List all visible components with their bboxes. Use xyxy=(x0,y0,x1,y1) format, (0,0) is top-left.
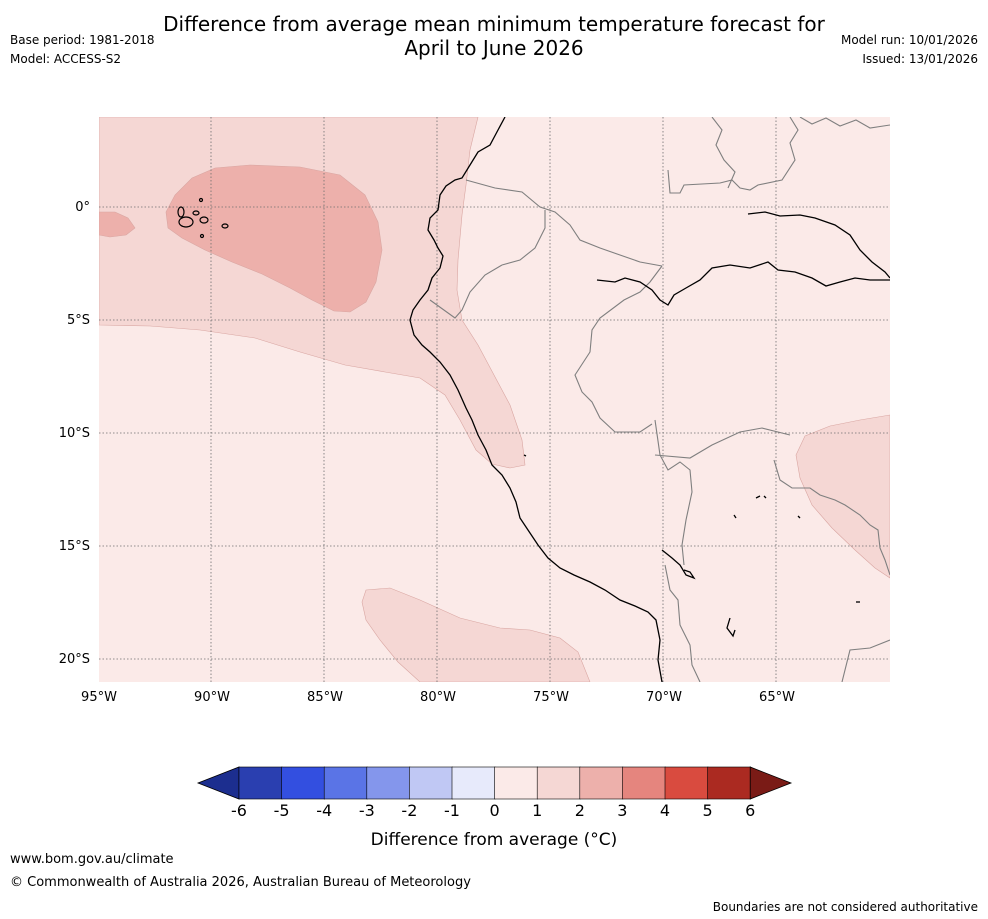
colorbar-tick-label: 6 xyxy=(745,801,755,820)
colorbar-segment xyxy=(409,766,453,800)
issued-date: Issued: 13/01/2026 xyxy=(862,52,978,66)
footer-disclaimer: Boundaries are not considered authoritat… xyxy=(712,900,978,914)
model-run: Model run: 10/01/2026 xyxy=(840,33,978,47)
colorbar-segment xyxy=(238,766,283,800)
lat-label-0: 0° xyxy=(75,200,90,215)
country-borders xyxy=(429,117,890,682)
base-period: Base period: 1981-2018 xyxy=(10,33,155,47)
lat-labels: 0° 5°S 10°S 15°S 20°S xyxy=(59,200,90,667)
colorbar-segment xyxy=(494,766,539,800)
colorbar-tick-label: 4 xyxy=(660,801,670,820)
colorbar-tick-label: 5 xyxy=(703,801,713,820)
anomaly-region-1-2-south xyxy=(361,587,591,682)
colorbar-segment xyxy=(323,766,368,800)
lat-label-20s: 20°S xyxy=(59,652,90,667)
map-title-line2: April to June 2026 xyxy=(404,36,584,60)
lon-label-90w: 90°W xyxy=(194,690,230,705)
colorbar-tick-label: 0 xyxy=(490,801,500,820)
colorbar-segment xyxy=(281,766,326,800)
colorbar-segment xyxy=(707,766,751,800)
lon-label-80w: 80°W xyxy=(420,690,456,705)
colorbar-tick-label: 1 xyxy=(532,801,542,820)
lon-label-95w: 95°W xyxy=(81,690,117,705)
lon-label-75w: 75°W xyxy=(533,690,569,705)
colorbar-tick-label: -1 xyxy=(444,801,460,820)
colorbar-segment xyxy=(622,766,666,800)
colorbar-extend-high xyxy=(749,766,793,800)
map-area xyxy=(99,117,890,682)
colorbar xyxy=(196,766,793,800)
colorbar-segment xyxy=(536,766,581,800)
colorbar-segment xyxy=(451,766,496,800)
map-title-line1: Difference from average mean minimum tem… xyxy=(163,12,825,36)
colorbar-tick-labels: -6 -5 -4 -3 -2 -1 0 1 2 3 4 5 6 xyxy=(231,801,755,820)
footer-copyright: © Commonwealth of Australia 2026, Austra… xyxy=(10,875,471,890)
colorbar-tick-label: -3 xyxy=(359,801,375,820)
lon-label-65w: 65°W xyxy=(759,690,795,705)
colorbar-segment xyxy=(664,766,709,800)
lat-label-10s: 10°S xyxy=(59,426,90,441)
colorbar-segment xyxy=(366,766,411,800)
map-title: Difference from average mean minimum tem… xyxy=(0,12,988,60)
colorbar-tick-label: 2 xyxy=(575,801,585,820)
coastline xyxy=(409,117,890,682)
lon-label-70w: 70°W xyxy=(646,690,682,705)
footer-url[interactable]: www.bom.gov.au/climate xyxy=(10,852,174,867)
model-name: Model: ACCESS-S2 xyxy=(10,52,122,66)
colorbar-tick-label: 3 xyxy=(617,801,627,820)
anomaly-region-2-3-west xyxy=(99,211,136,238)
graticule xyxy=(99,117,890,682)
lon-labels: 95°W 90°W 85°W 80°W 75°W 70°W 65°W xyxy=(81,690,795,705)
colorbar-tick-label: -4 xyxy=(316,801,332,820)
colorbar-tick-label: -6 xyxy=(231,801,247,820)
colorbar-segment xyxy=(579,766,624,800)
anomaly-region-1-2-east xyxy=(795,414,890,579)
lon-label-85w: 85°W xyxy=(307,690,343,705)
colorbar-title: Difference from average (°C) xyxy=(371,830,618,850)
lat-label-15s: 15°S xyxy=(59,539,90,554)
colorbar-tick-label: -5 xyxy=(274,801,290,820)
anomaly-region-2-3 xyxy=(165,164,383,313)
colorbar-extend-low xyxy=(196,766,240,800)
colorbar-tick-label: -2 xyxy=(401,801,417,820)
lat-label-5s: 5°S xyxy=(67,313,90,328)
galapagos-islands xyxy=(177,197,229,239)
